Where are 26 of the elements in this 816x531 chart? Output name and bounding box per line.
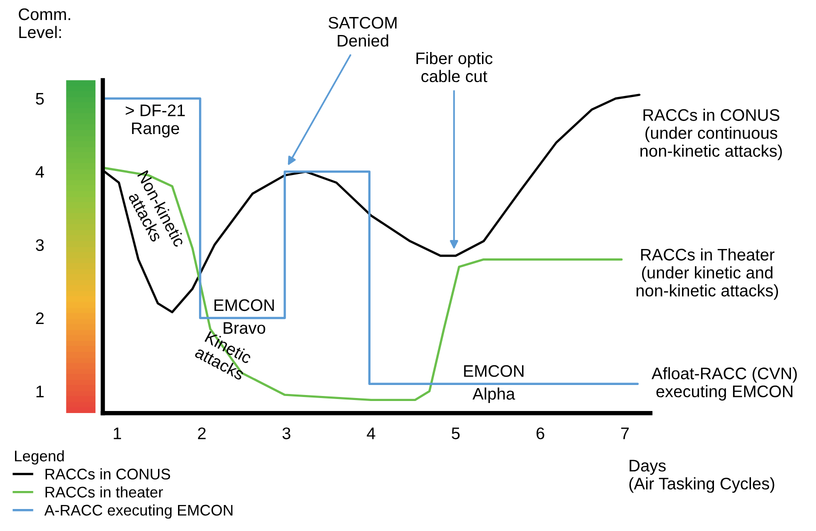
x-axis-title: Days (Air Tasking Cycles) (629, 460, 774, 493)
legend-label: RACCs in theater (46, 486, 163, 498)
annotation: RACCs in Theater (under kinetic and non-kinetic attacks) (636, 248, 778, 300)
x-tick-label: 4 (366, 428, 376, 440)
y-axis-title: Comm. Level: (18, 8, 70, 38)
x-tick-label: 2 (198, 427, 206, 440)
y-tick-label: 4 (36, 166, 44, 178)
x-tick-label: 3 (282, 427, 290, 440)
x-tick-label: 5 (452, 428, 460, 440)
annotation: Afloat-RACC (CVN) executing EMCON (652, 367, 797, 401)
line-series (103, 166, 623, 402)
annotation: Fiber optic cable cut (416, 52, 492, 82)
legend-label: RACCs in CONUS (46, 468, 170, 480)
x-tick-label: 6 (536, 427, 544, 440)
annotation: RACCs in CONUS (under continuous non-kinetic attacks) (640, 108, 782, 160)
y-tick-label: 5 (36, 93, 44, 105)
annotation: SATCOM Denied (328, 16, 397, 47)
x-tick-label: 1 (114, 428, 122, 440)
y-tick-label: 3 (36, 239, 44, 252)
legend-label: A-RACC executing EMCON (44, 504, 232, 519)
annotation: > DF-21 Range (126, 104, 185, 138)
x-tick-label: 7 (621, 428, 629, 440)
legend-title: Legend (15, 450, 64, 464)
y-tick-label: 1 (36, 386, 44, 398)
y-tick-label: 2 (36, 312, 44, 324)
annotation: EMCON Alpha (464, 365, 524, 404)
